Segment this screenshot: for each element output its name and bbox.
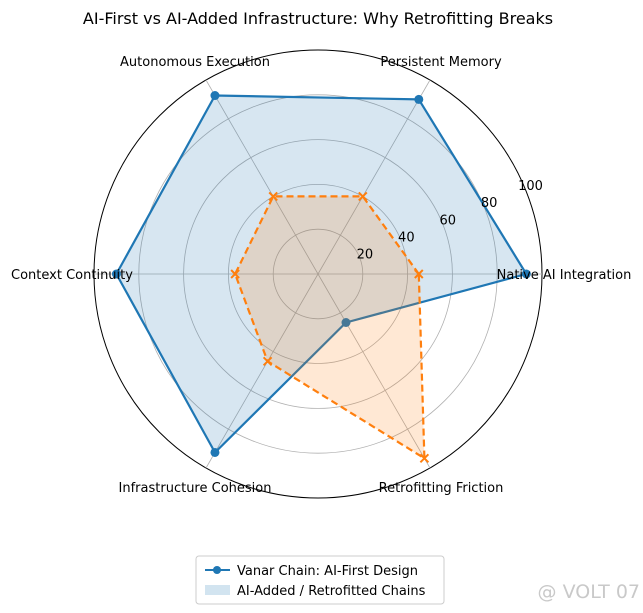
series-1-point-3 [210,91,220,101]
legend-marker-series-1-dot [213,566,221,574]
series-1-point-6 [341,317,351,327]
marker-stroke [262,356,273,367]
series-2-point-4 [230,269,240,279]
series-1-point-5 [210,447,220,457]
legend-marker-series-2 [205,585,230,595]
tick-label-40: 40 [398,230,415,245]
axis-label-6: Retrofitting Friction [379,481,504,496]
marker-stroke [230,269,240,279]
legend: Vanar Chain: AI-First Design AI-Added / … [195,555,445,605]
series-2-point-1 [414,269,424,279]
series-1-point-2 [414,94,424,104]
legend-label-series-1: Vanar Chain: AI-First Design [237,564,418,579]
series-2-area [235,196,425,459]
axis-label-4: Context Continuity [11,268,133,283]
grid-spoke-3 [205,79,319,275]
legend-frame [195,555,445,605]
series-1-area [116,95,527,453]
axis-label-2: Persistent Memory [380,55,502,70]
tick-label-80: 80 [481,196,498,211]
axis-label-1: Native AI Integration [497,268,632,283]
series-2-point-6 [419,453,430,463]
grid-spoke-6 [317,273,431,469]
marker-stroke [419,453,430,463]
marker-stroke [268,191,278,202]
grid-spoke-5 [205,273,319,469]
tick-label-100: 100 [518,179,543,194]
tick-label-20: 20 [357,248,374,263]
radar-grid [93,49,543,499]
marker-stroke [414,269,424,279]
axis-label-5: Infrastructure Cohesion [119,481,272,496]
series-1-point-1 [521,269,531,279]
legend-label-series-2: AI-Added / Retrofitted Chains [237,584,426,599]
axis-label-3: Autonomous Execution [120,55,270,70]
series-1-point-4 [111,269,121,279]
watermark-text: @ VOLT 07 [538,581,640,603]
chart-title: AI-First vs AI-Added Infrastructure: Why… [83,9,553,28]
marker-stroke [358,191,368,202]
tick-label-60: 60 [439,213,456,228]
series-2-point-5 [262,356,273,367]
radar-series [111,91,531,463]
series-2-point-2 [358,191,368,202]
radar-labels: 20 40 60 80 100 Native AI Integration Persiste… [11,55,631,496]
grid-spoke-2 [317,79,431,275]
series-2-point-3 [268,191,278,202]
